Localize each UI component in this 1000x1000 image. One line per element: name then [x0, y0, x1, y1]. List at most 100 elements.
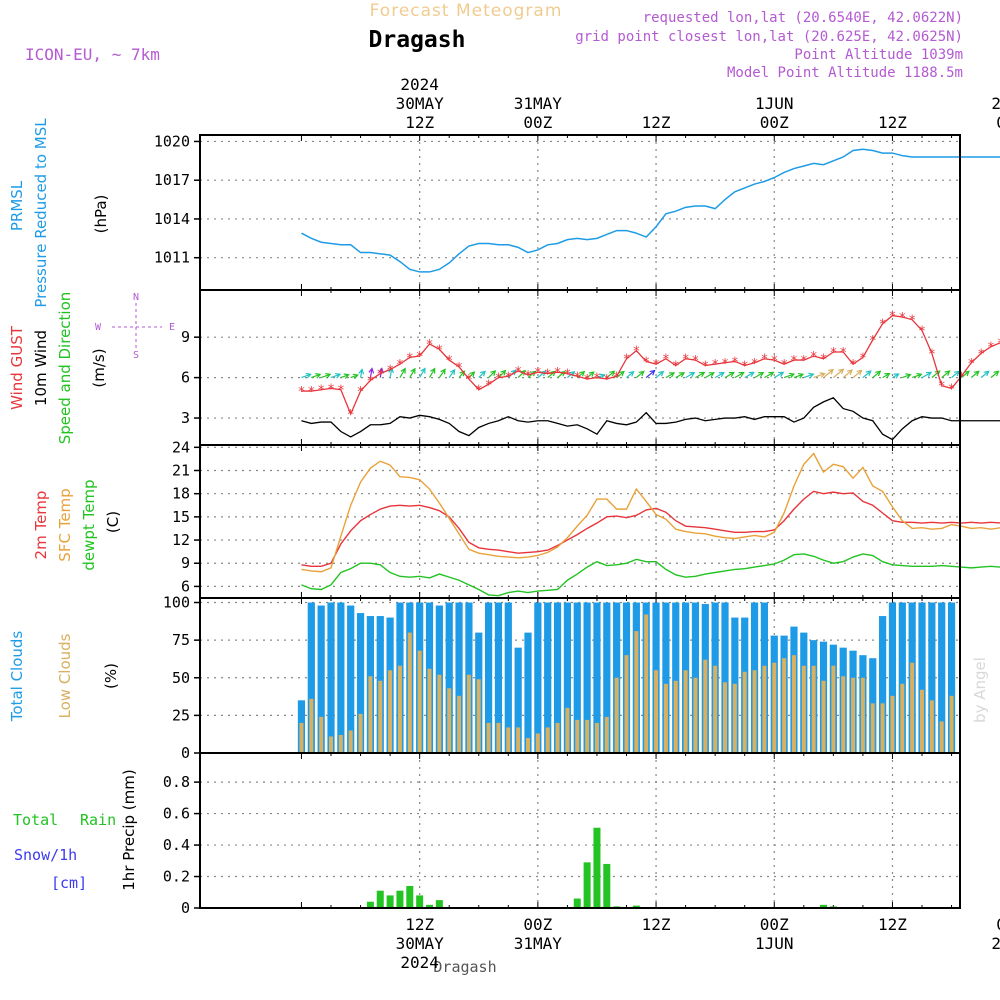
precip-series	[200, 827, 960, 909]
wind-arrow	[852, 370, 862, 379]
wind-arrow-head	[400, 367, 406, 374]
wind-arrow	[902, 374, 911, 379]
low-cloud-bar	[545, 727, 550, 753]
wind-arrow-head	[699, 371, 706, 378]
gust-marker: *	[554, 366, 562, 381]
gust-marker: *	[357, 385, 365, 400]
total-cloud-bar	[455, 602, 463, 753]
wind-arrow-head	[865, 370, 872, 376]
wind-arrow	[320, 373, 331, 379]
snow-unit-label: [cm]	[51, 874, 87, 892]
low-cloud-bar	[811, 665, 816, 753]
bottom-time-label: 2024	[400, 953, 439, 972]
rain-bar	[435, 900, 443, 908]
gust-marker: *	[682, 353, 690, 368]
rain-bar	[820, 904, 828, 908]
temp-line-1	[301, 452, 1000, 573]
rain-label: Rain	[80, 811, 116, 829]
top-time-label: 1JUN	[755, 94, 794, 113]
top-time-label: 12Z	[878, 113, 907, 132]
ytick-label: 9	[181, 328, 190, 346]
low-cloud-bar	[338, 734, 343, 753]
total-cloud-bar	[524, 632, 532, 753]
wind-arrow-head	[758, 371, 765, 378]
bottom-time-axis: 12Z30MAY202400Z31MAY12Z00Z1JUN12Z00Z2JUN	[396, 915, 1000, 972]
ytick-label: 1014	[154, 210, 190, 228]
wind-arrow	[359, 369, 363, 378]
rain-bar	[426, 904, 434, 908]
gust-marker: *	[495, 372, 503, 387]
low-cloud-bar	[397, 665, 402, 753]
gust-marker: *	[347, 408, 355, 423]
wind-arrow-head	[440, 368, 446, 375]
side-labels: PRMSL Pressure Reduced to MSL (hPa) Wind GU…	[8, 118, 138, 892]
gust-marker: *	[573, 370, 581, 385]
low-cloud-bar	[890, 695, 895, 753]
ytick-label: 12	[172, 531, 190, 549]
total-cloud-bar	[918, 602, 926, 753]
ytick-label: 0.8	[163, 773, 190, 791]
low-cloud-bar	[466, 674, 471, 753]
rain-bar	[593, 827, 601, 908]
low-cloud-bar	[516, 727, 521, 753]
gust-marker: *	[544, 368, 552, 383]
rain-bar	[366, 901, 374, 908]
gust-marker: *	[514, 365, 522, 380]
total-cloud-bar	[928, 602, 936, 753]
bottom-time-label: 30MAY	[396, 934, 445, 953]
ytick-label: 0.2	[163, 868, 190, 886]
top-time-label: 00Z	[996, 113, 1000, 132]
wind-arrow	[793, 373, 804, 379]
gust-marker: *	[928, 347, 936, 362]
gust-marker: *	[977, 347, 985, 362]
wind-arrow-head	[993, 370, 1000, 377]
low-cloud-bar	[782, 658, 787, 753]
wind-arrow	[665, 372, 675, 379]
low-cloud-bar	[772, 662, 777, 753]
gust-marker: *	[948, 382, 956, 397]
low-cloud-bar	[476, 679, 481, 753]
temp2m-label: 2m Temp	[32, 491, 50, 560]
wind-arrow	[773, 371, 784, 379]
gust-marker: *	[652, 358, 660, 373]
low-cloud-bar	[801, 665, 806, 753]
top-time-axis: 202430MAY12Z31MAY00Z12Z1JUN00Z12Z2JUN00Z	[396, 75, 1000, 132]
rain-bar	[632, 905, 640, 908]
low-cloud-bar	[417, 650, 422, 753]
gust-line	[301, 314, 1000, 416]
bottom-time-label: 00Z	[996, 915, 1000, 934]
low-cloud-bar	[447, 688, 452, 753]
wind-arrow	[468, 371, 475, 379]
wind-arrow-head	[500, 369, 507, 376]
top-time-label: 12Z	[642, 113, 671, 132]
wind-arrow-head	[638, 370, 645, 377]
wind-arrow	[330, 373, 341, 379]
panel-4: 0 0.2 0.4 0.6 0.8	[163, 753, 960, 917]
rain-bar	[386, 895, 394, 908]
ytick-label: 0.6	[163, 805, 190, 823]
wind-arrow	[645, 370, 655, 379]
gust-marker: *	[613, 370, 621, 385]
wind-arrow-head	[469, 371, 476, 378]
low-cloud-bar	[407, 632, 412, 753]
low-cloud-bar	[663, 683, 668, 753]
total-label: Total	[13, 811, 58, 829]
low-cloud-bar	[910, 662, 915, 753]
wind-arrow	[626, 371, 634, 379]
low-cloud-bar	[860, 677, 865, 753]
wind-arrow	[754, 372, 764, 379]
wind-arrow-head	[579, 370, 586, 377]
wind-arrow	[911, 373, 922, 379]
gust-marker: *	[534, 366, 542, 381]
wind-arrow	[675, 372, 685, 379]
total-cloud-bar	[347, 605, 355, 753]
low-cloud-bar	[575, 719, 580, 753]
location-title: Dragash	[369, 27, 466, 53]
rain-bar	[406, 885, 414, 908]
ytick-label: 50	[172, 669, 190, 687]
pressure-series	[301, 148, 1000, 273]
gust-marker: *	[711, 358, 719, 373]
gust-marker: *	[938, 380, 946, 395]
wind-arrow-head	[352, 373, 359, 380]
